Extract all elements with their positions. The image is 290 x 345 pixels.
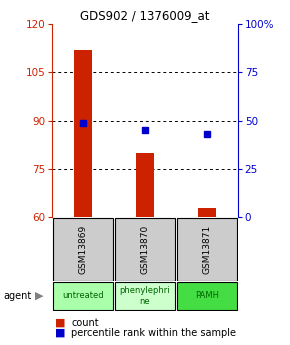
Text: GSM13869: GSM13869 — [79, 225, 88, 274]
Text: ▶: ▶ — [35, 291, 44, 300]
Bar — [115, 282, 175, 309]
Bar — [53, 218, 113, 280]
Text: GSM13871: GSM13871 — [202, 225, 211, 274]
Bar — [115, 218, 175, 280]
Text: phenylephri
ne: phenylephri ne — [120, 286, 170, 306]
Text: agent: agent — [3, 291, 31, 300]
Bar — [53, 282, 113, 309]
Bar — [74, 50, 93, 217]
Text: ■: ■ — [55, 318, 66, 327]
Title: GDS902 / 1376009_at: GDS902 / 1376009_at — [80, 9, 210, 22]
Text: percentile rank within the sample: percentile rank within the sample — [71, 328, 236, 338]
Bar — [177, 218, 237, 280]
Text: untreated: untreated — [62, 291, 104, 300]
Bar — [177, 282, 237, 309]
Bar — [136, 153, 154, 217]
Text: PAMH: PAMH — [195, 291, 219, 300]
Bar — [197, 208, 216, 217]
Text: ■: ■ — [55, 328, 66, 338]
Text: GSM13870: GSM13870 — [140, 225, 150, 274]
Text: count: count — [71, 318, 99, 327]
